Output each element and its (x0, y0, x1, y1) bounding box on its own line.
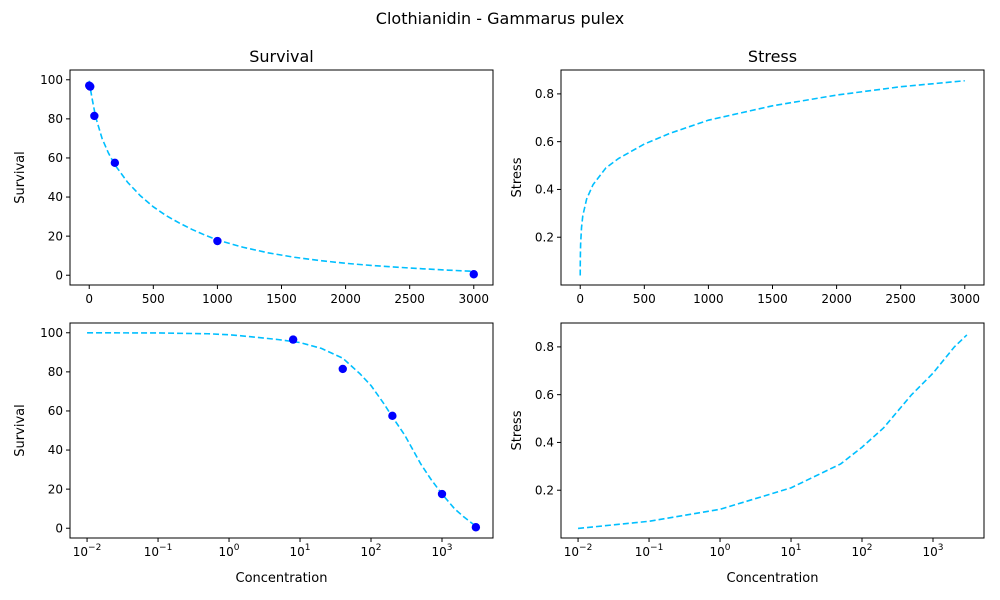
x-tick-label: 101 (781, 543, 802, 559)
x-axis-label: Concentration (727, 571, 819, 586)
panel-title: Stress (748, 47, 797, 66)
data-point (338, 364, 347, 374)
x-tick-label: 100 (219, 543, 240, 559)
x-tick-label: 1500 (266, 292, 297, 306)
y-tick-label: 0 (55, 268, 63, 282)
y-tick-label: 0.8 (535, 340, 554, 354)
x-tick-label: 10−2 (73, 543, 102, 559)
x-tick-label: 3000 (949, 292, 980, 306)
y-tick-label: 60 (48, 404, 63, 418)
y-tick-label: 0.2 (535, 483, 554, 497)
survival-log-chart: 10−2 10−1 100 101 102 103 0 20 40 60 80 100 Concentr… (13, 322, 494, 586)
x-tick-label: 0 (85, 292, 93, 306)
y-tick-label: 40 (48, 190, 63, 204)
series-line (577, 334, 968, 530)
y-tick-label: 0.4 (535, 436, 554, 450)
x-tick-label: 10−1 (635, 543, 664, 559)
y-tick-label: 100 (40, 73, 63, 87)
y-tick-label: 60 (48, 151, 63, 165)
y-axis-label: Stress (510, 410, 525, 450)
stress-linear-chart: 0 500 1000 1500 2000 2500 3000 0.2 0.4 0.6 0.8 Stre… (510, 47, 985, 306)
series-line (579, 79, 965, 276)
y-tick-label: 40 (48, 443, 63, 457)
y-tick-label: 20 (48, 482, 63, 496)
axes-frame (69, 322, 494, 539)
survival-linear-chart: 0 500 1000 1500 2000 2500 3000 0 20 40 60 80 100 Surv… (13, 47, 494, 306)
y-tick-label: 20 (48, 229, 63, 243)
y-tick-label: 0.6 (535, 135, 554, 149)
x-tick-label: 1000 (202, 292, 233, 306)
x-axis-label: Concentration (236, 571, 328, 586)
y-tick-label: 80 (48, 112, 63, 126)
y-axis-label: Stress (510, 157, 525, 197)
y-axis-label: Survival (13, 404, 28, 456)
stress-log-chart: 10−2 10−1 100 101 102 103 0.2 0.4 0.6 0.8 Concentr… (510, 322, 985, 586)
x-tick-label: 500 (633, 292, 656, 306)
x-tick-label: 2500 (394, 292, 425, 306)
x-tick-label: 3000 (458, 292, 489, 306)
y-tick-label: 0.2 (535, 230, 554, 244)
series-line (87, 331, 477, 527)
x-tick-label: 2000 (330, 292, 361, 306)
x-tick-label: 1000 (693, 292, 724, 306)
x-tick-label: 10−1 (144, 543, 173, 559)
data-point (110, 158, 120, 168)
axes-frame (560, 322, 985, 539)
y-tick-label: 80 (48, 365, 63, 379)
x-tick-label: 1500 (757, 292, 788, 306)
data-point (86, 82, 95, 91)
series-line (88, 80, 474, 273)
y-axis-label: Survival (13, 151, 28, 203)
data-point (213, 236, 222, 246)
x-tick-label: 10−2 (564, 543, 593, 559)
x-tick-label: 103 (431, 543, 452, 559)
x-tick-label: 500 (142, 292, 165, 306)
data-point (437, 489, 447, 499)
x-tick-label: 102 (852, 543, 873, 559)
data-point (471, 523, 481, 532)
axes-frame (560, 69, 985, 286)
axes-frame (69, 69, 494, 286)
x-tick-label: 2500 (885, 292, 916, 306)
y-tick-label: 0.6 (535, 388, 554, 402)
data-point (388, 411, 397, 421)
x-tick-label: 103 (922, 543, 943, 559)
y-tick-label: 100 (40, 326, 63, 340)
data-point (90, 111, 99, 121)
y-tick-label: 0.8 (535, 87, 554, 101)
x-tick-label: 2000 (821, 292, 852, 306)
x-tick-label: 0 (576, 292, 584, 306)
y-tick-label: 0 (55, 521, 63, 535)
panel-title: Survival (249, 47, 314, 66)
data-point (469, 270, 478, 279)
y-tick-label: 0.4 (535, 183, 554, 197)
figure-title: Clothianidin - Gammarus pulex (375, 9, 625, 28)
x-tick-label: 100 (710, 543, 731, 559)
data-point (288, 335, 298, 344)
x-tick-label: 101 (290, 543, 311, 559)
x-tick-label: 102 (361, 543, 382, 559)
